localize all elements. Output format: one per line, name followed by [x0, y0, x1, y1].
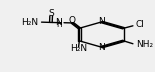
- Text: S: S: [48, 9, 54, 18]
- Text: O: O: [69, 16, 76, 25]
- Text: N: N: [55, 18, 62, 27]
- Text: N: N: [98, 17, 105, 26]
- Text: NH₂: NH₂: [136, 40, 153, 49]
- Text: H₂N: H₂N: [70, 44, 87, 53]
- Text: Cl: Cl: [135, 20, 144, 29]
- Text: H₂N: H₂N: [21, 18, 38, 27]
- Text: H: H: [56, 20, 62, 29]
- Text: N: N: [98, 43, 105, 52]
